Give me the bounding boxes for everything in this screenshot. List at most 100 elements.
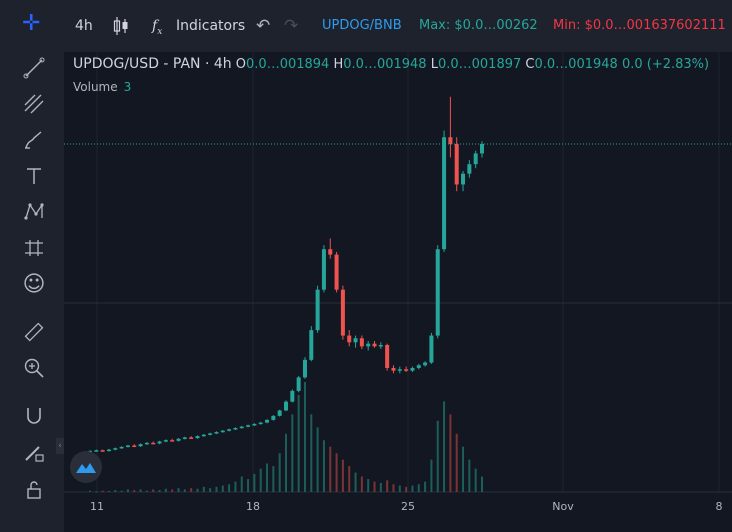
open-value: 0.0…001894 [246,57,330,72]
candle-body [340,289,345,336]
volume-bar [411,485,414,492]
volume-bar [158,490,161,492]
volume-bar [145,490,148,492]
candles-icon[interactable] [113,16,129,42]
candle-body [397,369,402,371]
drawing-toolbar: ☺ [0,52,64,532]
pattern-icon[interactable] [20,198,48,226]
candle-body [473,153,478,165]
fx-icon[interactable]: fx [152,18,163,37]
volume-bar [322,440,325,492]
ruler-icon[interactable] [20,318,48,346]
interval-button[interactable]: 4h [75,18,93,34]
volume-bar [126,489,129,492]
open-label: O [235,57,247,72]
volume-bar [152,489,155,492]
emoji-icon[interactable]: ☺ [22,271,46,297]
candle-body [252,423,257,426]
lock-pencil-icon[interactable] [20,438,48,466]
candle-body [138,444,143,447]
candle-body [113,448,118,450]
candle-body [201,434,206,437]
trend-line-icon[interactable] [20,54,48,82]
volume-bar [386,480,389,492]
volume-bar [183,489,186,492]
candle-body [271,415,276,420]
candle-body [309,330,314,360]
volume-bar [430,459,433,492]
candle-body [208,433,213,435]
prediction-icon[interactable] [20,234,48,262]
volume-bar [240,476,243,492]
zoom-icon[interactable] [20,354,48,382]
volume-bar [436,420,439,492]
redo-icon[interactable]: ↷ [284,16,299,36]
candle-body [467,164,472,174]
volume-bar [392,484,395,492]
volume-bar [171,489,174,492]
candle-body [100,450,105,452]
volume-bar [379,482,382,492]
price-chart[interactable]: 11 18 25 Nov 8 [64,52,732,532]
candle-body [378,345,383,347]
volume-bar [443,401,446,492]
volume-bar [202,486,205,492]
volume-bar [481,476,483,492]
candle-body [170,440,175,442]
candle-body [391,367,396,371]
volume-bar [177,488,180,492]
indicators-button[interactable]: Indicators [176,18,246,34]
volume-bar [360,476,363,492]
symbol-title[interactable]: UPDOG/USD - PAN · 4h [73,56,232,72]
magnet-icon[interactable] [20,402,48,430]
volume-bar [367,479,370,492]
volume-bar [247,479,250,492]
volume-value: 3 [123,80,132,94]
lock-icon[interactable] [20,476,48,504]
volume-bar [107,490,110,492]
volume-bar [291,414,294,492]
volume-bar [449,414,452,492]
volume-bar [462,446,465,492]
x-tick-label: 18 [246,500,260,513]
volume-bar [190,488,193,492]
text-icon[interactable] [20,162,48,190]
high-label: H [333,57,344,72]
volume-bar [196,488,199,492]
candle-body [227,429,232,431]
x-tick-label: Nov [552,500,574,513]
candle-body [404,369,409,371]
undo-icon[interactable]: ↶ [256,16,271,36]
candle-body [448,137,453,144]
volume-bar [297,394,300,492]
volume-bar [139,489,142,492]
candle-body [410,367,415,371]
candle-body [372,343,377,347]
volume-bar [455,433,458,492]
collapse-toolbar-button[interactable]: ‹ [56,438,64,454]
volume-bar [354,472,357,492]
volume-bar [335,453,338,492]
candle-body [182,437,187,439]
volume-bar [316,427,319,492]
volume-bar [114,490,117,492]
x-tick-label: 11 [90,500,104,513]
volume-legend: Volume 3 [73,80,131,94]
volume-bar [266,463,269,492]
volume-bar [259,468,262,492]
candle-body [423,362,428,366]
volume-bar [209,488,212,492]
app-logo-icon[interactable] [70,451,102,483]
max-label: Max: $0.0…00262 [419,18,538,33]
low-label: L [430,57,438,72]
close-label: C [525,57,535,72]
candle-body [189,437,194,439]
candle-body [106,449,111,452]
volume-bar [373,481,376,492]
brush-icon[interactable] [20,126,48,154]
pair-label[interactable]: UPDOG/BNB [322,18,402,33]
fib-icon[interactable] [20,90,48,118]
crosshair-icon[interactable]: ✛ [22,11,41,36]
candle-body [296,377,301,391]
min-label: Min: $0.0…001637602111 [553,18,726,33]
